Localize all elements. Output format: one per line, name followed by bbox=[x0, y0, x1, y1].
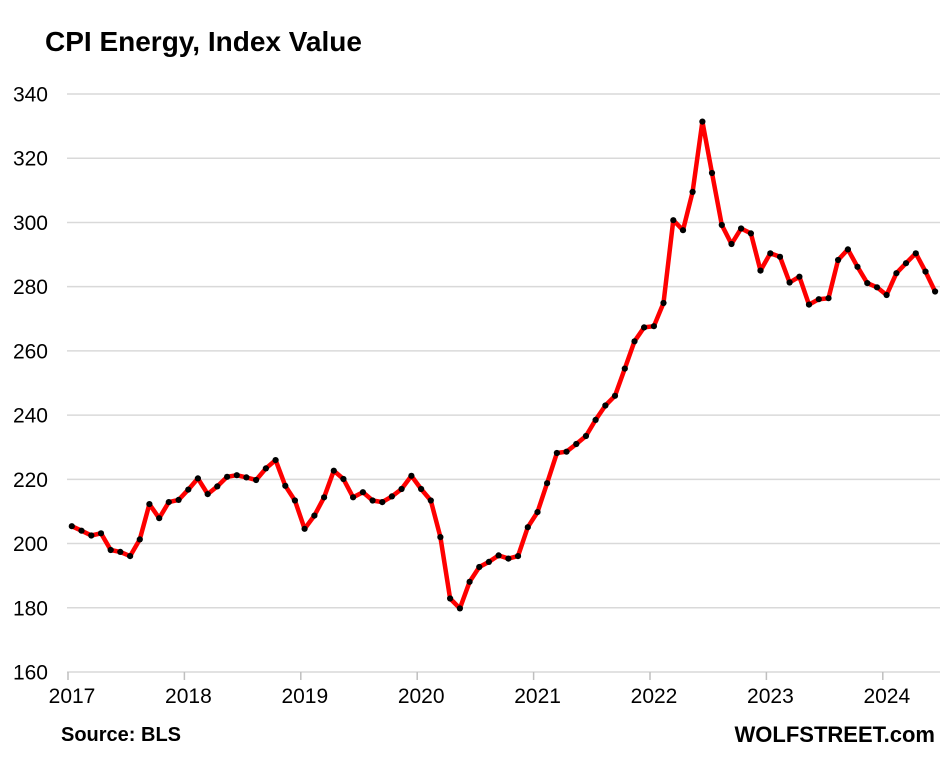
chart-title: CPI Energy, Index Value bbox=[45, 26, 362, 57]
source-label: Source: BLS bbox=[61, 724, 182, 746]
svg-text:2017: 2017 bbox=[49, 685, 96, 708]
svg-text:320: 320 bbox=[13, 148, 48, 171]
svg-text:260: 260 bbox=[13, 340, 48, 363]
wolfstreet-watermark: WOLFSTREET.com bbox=[734, 722, 935, 747]
svg-text:220: 220 bbox=[13, 469, 48, 492]
svg-text:2018: 2018 bbox=[165, 685, 212, 708]
svg-text:2024: 2024 bbox=[863, 685, 910, 708]
x-axis-ticks bbox=[67, 672, 884, 680]
svg-text:240: 240 bbox=[13, 405, 48, 428]
svg-text:2020: 2020 bbox=[398, 685, 445, 708]
svg-text:180: 180 bbox=[13, 597, 48, 620]
svg-text:2021: 2021 bbox=[514, 685, 561, 708]
svg-text:340: 340 bbox=[13, 84, 48, 107]
svg-text:2019: 2019 bbox=[281, 685, 328, 708]
svg-text:280: 280 bbox=[13, 276, 48, 299]
svg-text:2022: 2022 bbox=[631, 685, 678, 708]
x-axis-labels: 2017 2018 2019 2020 2021 2022 2023 2024 bbox=[49, 685, 911, 708]
svg-text:200: 200 bbox=[13, 533, 48, 556]
y-gridlines bbox=[67, 93, 940, 673]
y-axis-labels: 160 180 200 220 240 260 280 300 320 340 bbox=[13, 84, 48, 685]
svg-text:2023: 2023 bbox=[747, 685, 794, 708]
data-line bbox=[69, 119, 938, 611]
svg-text:300: 300 bbox=[13, 212, 48, 235]
data-markers bbox=[68, 118, 939, 612]
svg-text:160: 160 bbox=[13, 662, 48, 685]
